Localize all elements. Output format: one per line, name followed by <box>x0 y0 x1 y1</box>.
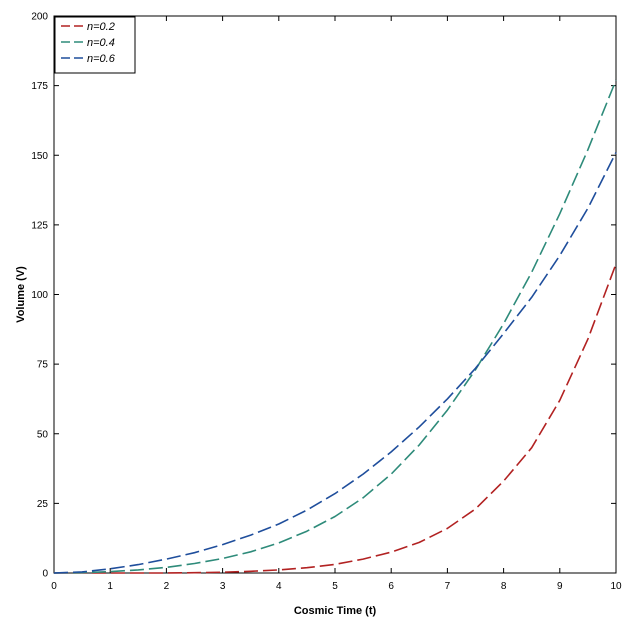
legend-label: n=0.4 <box>87 37 115 49</box>
legend-label: n=0.6 <box>87 53 116 65</box>
y-tick-label: 100 <box>31 290 48 301</box>
series-layer <box>53 79 617 574</box>
x-tick-label: 9 <box>557 581 563 592</box>
series-line-n=0.2 <box>54 263 617 574</box>
y-tick-label: 125 <box>31 220 48 231</box>
legend-label: n=0.2 <box>87 21 115 33</box>
series-line-n=0.6 <box>53 152 617 574</box>
y-tick-label: 0 <box>42 569 48 580</box>
x-tick-label: 5 <box>332 581 338 592</box>
y-axis: 0 25 50 75 100 125 150 175 200 <box>31 12 616 580</box>
y-tick-label: 50 <box>37 429 49 440</box>
y-tick-label: 175 <box>31 81 48 92</box>
x-tick-label: 3 <box>220 581 226 592</box>
x-tick-label: 1 <box>107 581 113 592</box>
y-tick-label: 200 <box>31 12 48 23</box>
x-tick-label: 2 <box>164 581 170 592</box>
y-tick-label: 25 <box>37 499 49 510</box>
x-axis-title: Cosmic Time (t) <box>294 605 377 617</box>
x-tick-label: 7 <box>445 581 451 592</box>
x-axis: 0 1 2 3 4 5 6 7 8 9 10 <box>51 16 622 592</box>
legend: n=0.2 n=0.4 n=0.6 <box>54 16 136 74</box>
y-tick-label: 150 <box>31 151 48 162</box>
y-tick-label: 75 <box>37 360 49 371</box>
y-axis-title: Volume (V) <box>15 266 27 323</box>
series-line-n=0.4 <box>53 79 617 574</box>
x-tick-label: 6 <box>388 581 394 592</box>
x-tick-label: 10 <box>610 581 622 592</box>
x-tick-label: 8 <box>501 581 507 592</box>
plot-area <box>53 15 617 574</box>
x-tick-label: 0 <box>51 581 57 592</box>
x-tick-label: 4 <box>276 581 282 592</box>
